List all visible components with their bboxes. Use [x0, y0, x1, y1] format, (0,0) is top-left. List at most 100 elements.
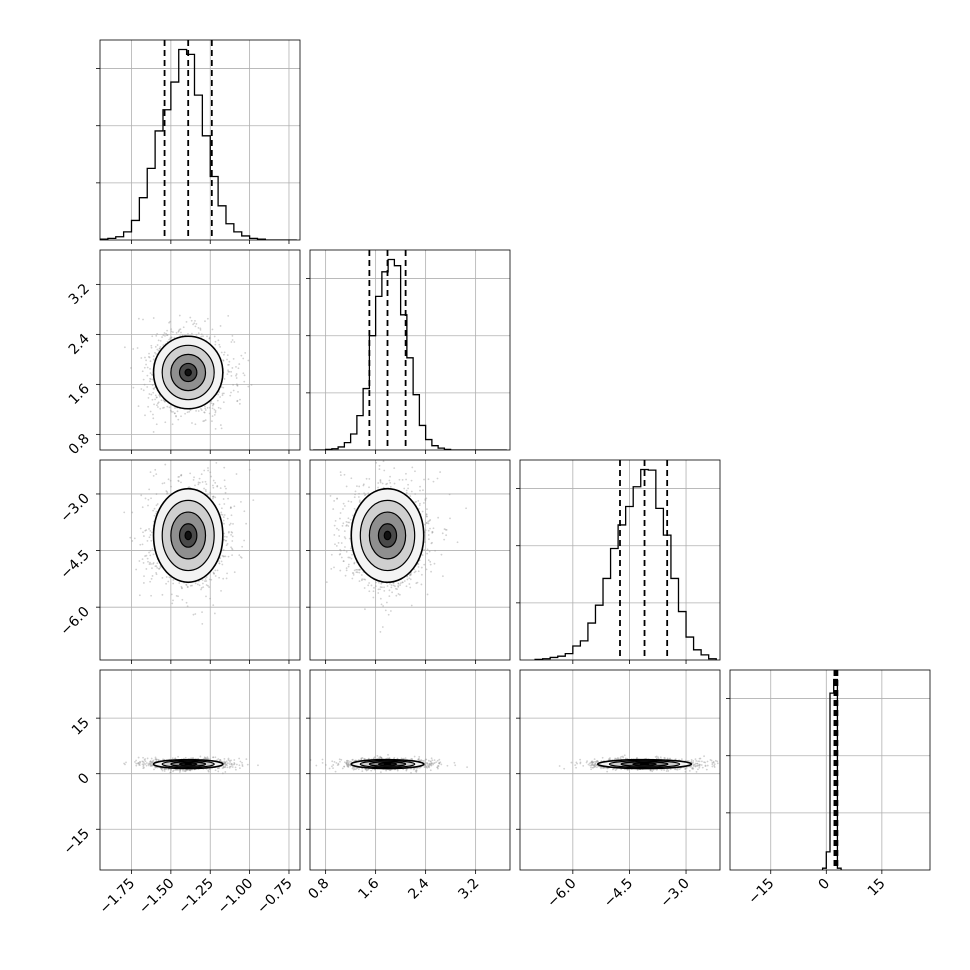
- sample-point: [431, 541, 433, 544]
- sample-point: [135, 764, 138, 767]
- sample-point: [347, 563, 350, 566]
- sample-point: [218, 576, 221, 579]
- sample-point: [194, 319, 196, 322]
- sample-point: [228, 765, 231, 768]
- sample-point: [149, 762, 152, 765]
- sample-point: [143, 366, 146, 369]
- sample-point: [374, 585, 377, 588]
- sample-point: [177, 418, 180, 421]
- sample-point: [217, 339, 220, 342]
- sample-point: [166, 405, 169, 408]
- sample-point: [226, 358, 228, 361]
- sample-point: [219, 345, 221, 348]
- sample-point: [394, 587, 397, 590]
- sample-point: [152, 509, 155, 512]
- sample-point: [148, 528, 150, 530]
- sample-point: [436, 477, 439, 480]
- sample-point: [142, 582, 145, 584]
- sample-point: [235, 374, 237, 377]
- sample-point: [149, 760, 152, 763]
- sample-point: [224, 555, 227, 558]
- sample-point: [388, 595, 391, 598]
- sample-point: [163, 400, 166, 402]
- sample-point: [430, 570, 432, 573]
- sample-point: [149, 360, 152, 363]
- sample-point: [144, 760, 147, 763]
- sample-point: [241, 545, 244, 548]
- sample-point: [232, 357, 235, 360]
- sample-point: [154, 351, 156, 354]
- sample-point: [164, 400, 166, 403]
- sample-point: [243, 374, 246, 377]
- sample-point: [227, 757, 230, 760]
- sample-point: [339, 548, 342, 551]
- sample-point: [142, 531, 144, 534]
- sample-point: [333, 566, 335, 569]
- sample-point: [429, 560, 432, 563]
- sample-point: [159, 566, 162, 569]
- sample-point: [185, 601, 188, 604]
- sample-point: [189, 584, 192, 587]
- sample-point: [229, 394, 232, 397]
- sample-point: [243, 510, 246, 513]
- sample-point: [205, 595, 207, 598]
- sample-point: [142, 763, 145, 766]
- sample-point: [152, 563, 154, 565]
- sample-point: [149, 580, 152, 583]
- sample-point: [390, 584, 393, 587]
- sample-point: [144, 529, 147, 532]
- sample-point: [239, 398, 241, 401]
- sample-point: [228, 523, 231, 526]
- sample-point: [407, 487, 409, 490]
- sample-point: [150, 497, 152, 500]
- sample-point: [175, 414, 177, 417]
- sample-point: [403, 580, 406, 582]
- sample-point: [141, 506, 144, 509]
- sample-point: [430, 542, 433, 545]
- sample-point: [339, 569, 342, 572]
- sample-point: [149, 368, 151, 370]
- sample-point: [196, 450, 198, 452]
- sample-point: [204, 320, 206, 323]
- sample-point: [164, 421, 167, 424]
- sample-point: [212, 756, 215, 759]
- sample-point: [161, 593, 164, 596]
- sample-point: [213, 572, 215, 575]
- sample-point: [139, 760, 141, 763]
- sample-point: [437, 516, 440, 519]
- sample-point: [237, 367, 240, 370]
- sample-point: [138, 762, 141, 765]
- sample-point: [151, 384, 154, 387]
- sample-point: [177, 480, 180, 483]
- sample-point: [389, 582, 391, 585]
- sample-point: [223, 532, 225, 535]
- sample-point: [235, 377, 238, 379]
- sample-point: [368, 582, 371, 584]
- sample-point: [180, 585, 183, 588]
- sample-point: [179, 768, 181, 771]
- sample-point: [423, 502, 425, 504]
- sample-point: [227, 531, 230, 534]
- sample-point: [145, 762, 148, 764]
- sample-point: [236, 399, 239, 402]
- sample-point: [189, 409, 192, 412]
- sample-point: [208, 336, 211, 339]
- sample-point: [398, 478, 401, 481]
- sample-point: [364, 493, 367, 496]
- sample-point: [357, 568, 360, 571]
- sample-point: [177, 595, 179, 598]
- sample-point: [226, 543, 229, 545]
- sample-point: [159, 407, 162, 410]
- sample-point: [426, 593, 429, 596]
- sample-point: [221, 392, 224, 395]
- sample-point: [441, 575, 444, 578]
- sample-point: [194, 484, 196, 487]
- sample-point: [377, 486, 379, 489]
- sample-point: [164, 463, 167, 466]
- sample-point: [427, 522, 430, 525]
- sample-point: [169, 337, 172, 340]
- sample-point: [195, 409, 197, 412]
- sample-point: [207, 584, 209, 587]
- sample-point: [202, 586, 205, 589]
